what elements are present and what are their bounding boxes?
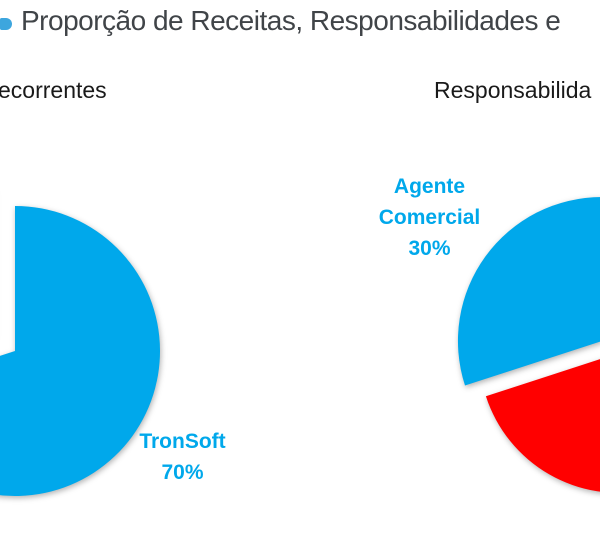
right-pie-data-label: Agente Comercial 30% [352, 171, 507, 264]
pie-slice-agente-comercial [457, 197, 600, 386]
pie-label-line: 30% [408, 237, 451, 260]
left-pie-subtitle: ecorrentes [0, 77, 107, 103]
right-pie-subtitle: Responsabilida [434, 77, 592, 103]
pie-slice [485, 359, 600, 492]
pie-label-line: Comercial [378, 206, 481, 229]
page-title: Proporção de Receitas, Responsabilidades… [21, 5, 561, 36]
pie-label-line: Agente [393, 175, 466, 198]
left-pie-data-label: TronSoft 70% [110, 426, 255, 488]
pie-slice-tronsoft [0, 206, 160, 496]
logo-fragment-icon [0, 18, 12, 30]
pie-label-line: 70% [161, 461, 204, 484]
pie-label-line: TronSoft [139, 430, 226, 453]
